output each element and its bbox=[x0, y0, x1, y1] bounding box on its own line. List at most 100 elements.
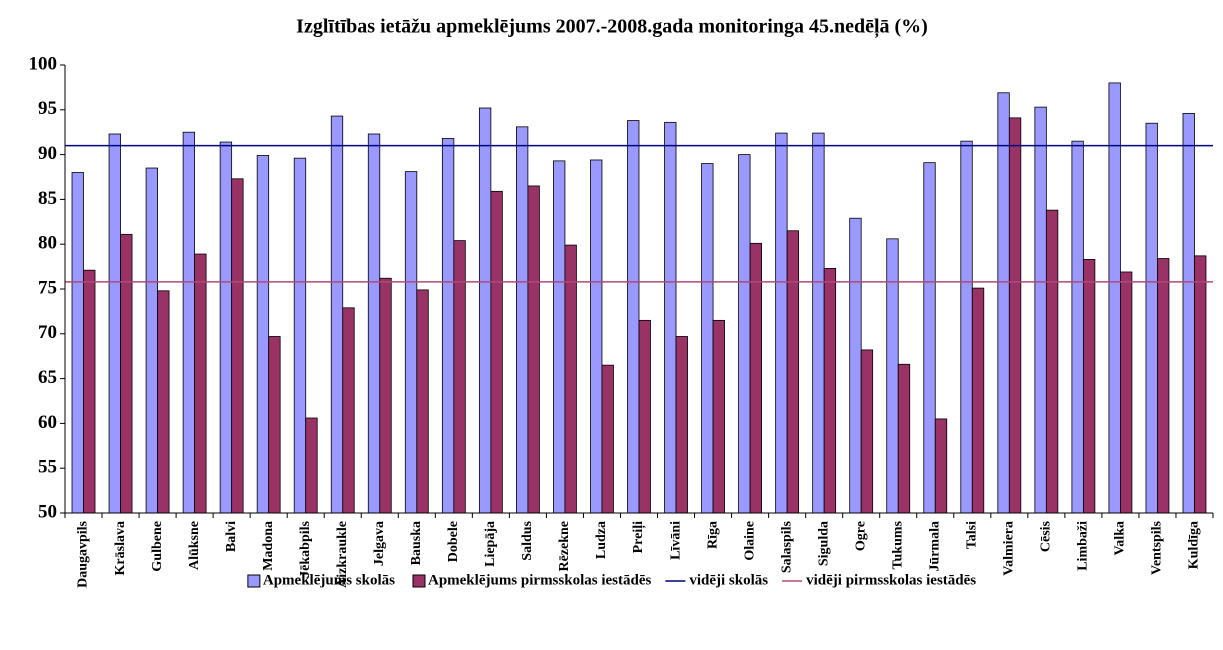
x-tick-label: Gulbene bbox=[150, 521, 165, 572]
bar bbox=[860, 349, 874, 514]
x-tick-label: Valmiera bbox=[1002, 521, 1017, 576]
bar bbox=[157, 290, 170, 514]
bar bbox=[1082, 259, 1096, 514]
bar bbox=[108, 133, 121, 514]
legend-label: Apmeklējums skolās bbox=[263, 572, 395, 588]
x-tick-label: Jūrmala bbox=[927, 521, 942, 572]
bar bbox=[145, 167, 158, 514]
legend: Apmeklējums skolās Apmeklējums pirmsskola… bbox=[247, 572, 976, 588]
y-tick-label: 95 bbox=[38, 98, 57, 119]
bar bbox=[1157, 258, 1170, 514]
bar bbox=[712, 319, 725, 514]
x-tick-label: Saldus bbox=[520, 520, 535, 560]
bar bbox=[268, 336, 281, 514]
bar bbox=[786, 230, 800, 514]
bar bbox=[923, 162, 936, 514]
x-tick-label: Rēzekne bbox=[557, 521, 572, 572]
bar bbox=[601, 364, 614, 514]
bar bbox=[638, 319, 651, 514]
x-tick-label: Valka bbox=[1113, 521, 1128, 556]
bar bbox=[527, 185, 540, 514]
bar bbox=[490, 190, 503, 514]
x-tick-label: Līvāni bbox=[668, 521, 683, 560]
bar bbox=[1120, 271, 1133, 514]
x-tick-label: Balvi bbox=[224, 521, 239, 552]
y-tick-label: 90 bbox=[38, 143, 57, 164]
bar bbox=[516, 126, 529, 514]
bar bbox=[1045, 209, 1059, 514]
x-tick-label: Daugavpils bbox=[76, 520, 91, 587]
y-tick-label: 75 bbox=[38, 277, 57, 298]
bar bbox=[441, 138, 455, 514]
bar bbox=[675, 336, 688, 514]
y-tick-label: 50 bbox=[38, 501, 57, 522]
bar bbox=[71, 172, 84, 514]
bar bbox=[416, 289, 429, 514]
bar bbox=[738, 154, 751, 514]
bar bbox=[886, 238, 899, 514]
bar bbox=[1108, 82, 1121, 514]
x-tick-label: Ventspils bbox=[1150, 520, 1165, 575]
bar bbox=[342, 307, 355, 514]
x-tick-label: Talsi bbox=[965, 521, 980, 549]
bar bbox=[749, 242, 762, 514]
x-tick-label: Rīga bbox=[705, 521, 720, 549]
bar bbox=[478, 107, 492, 514]
bar bbox=[553, 160, 566, 514]
y-tick-label: 65 bbox=[38, 367, 57, 388]
bar bbox=[849, 217, 862, 514]
x-tick-label: Olaine bbox=[742, 521, 757, 561]
x-tick-label: Kuldīga bbox=[1187, 521, 1202, 569]
x-tick-label: Preiļi bbox=[631, 521, 646, 554]
legend-label: Apmeklējums pirmsskolas iestādēs bbox=[428, 572, 652, 588]
bar bbox=[231, 178, 244, 514]
y-tick-label: 85 bbox=[38, 188, 57, 209]
x-tick-label: Aizkraukle bbox=[335, 521, 350, 588]
bar bbox=[664, 121, 677, 514]
bar bbox=[305, 417, 318, 514]
y-tick-label: 70 bbox=[38, 322, 57, 343]
bar bbox=[897, 363, 911, 514]
bar bbox=[997, 92, 1010, 514]
bar bbox=[404, 171, 418, 514]
x-tick-label: Jēkabpils bbox=[298, 520, 313, 577]
bar bbox=[812, 132, 825, 514]
bar bbox=[219, 141, 233, 514]
x-tick-label: Cēsis bbox=[1039, 520, 1054, 552]
legend-label: vidēji skolās bbox=[689, 572, 768, 588]
x-tick-label: Ludza bbox=[594, 521, 609, 559]
bar bbox=[330, 115, 344, 514]
x-tick-label: Madona bbox=[261, 521, 276, 571]
legend-swatch bbox=[247, 574, 261, 588]
bar bbox=[590, 159, 603, 514]
y-tick-label: 100 bbox=[29, 53, 58, 74]
bar bbox=[293, 157, 307, 514]
bar bbox=[194, 253, 207, 514]
x-tick-label: Bauska bbox=[409, 521, 424, 565]
legend-swatch bbox=[412, 574, 426, 588]
bar bbox=[1194, 255, 1207, 514]
x-tick-label: Ogre bbox=[853, 521, 868, 551]
bar bbox=[960, 140, 973, 514]
x-tick-label: Limbaži bbox=[1076, 521, 1091, 571]
bar bbox=[379, 277, 392, 514]
y-tick-label: 55 bbox=[38, 457, 57, 478]
y-tick-label: 80 bbox=[38, 233, 57, 254]
x-tick-label: Salaspils bbox=[779, 520, 794, 573]
bar bbox=[83, 269, 96, 514]
bar bbox=[256, 155, 270, 514]
bar bbox=[1145, 122, 1158, 514]
bar bbox=[775, 132, 788, 514]
bar bbox=[701, 163, 714, 514]
x-tick-label: Jelgava bbox=[372, 521, 387, 566]
y-tick-label: 60 bbox=[38, 412, 57, 433]
bar bbox=[1071, 140, 1084, 514]
x-tick-label: Alūksne bbox=[187, 521, 202, 570]
bar bbox=[971, 287, 985, 514]
bar bbox=[1008, 117, 1022, 514]
legend-label: vidēji pirmsskolas iestādēs bbox=[806, 572, 976, 588]
bar bbox=[934, 418, 948, 514]
x-tick-label: Krāslava bbox=[113, 521, 128, 575]
bar bbox=[564, 244, 577, 514]
